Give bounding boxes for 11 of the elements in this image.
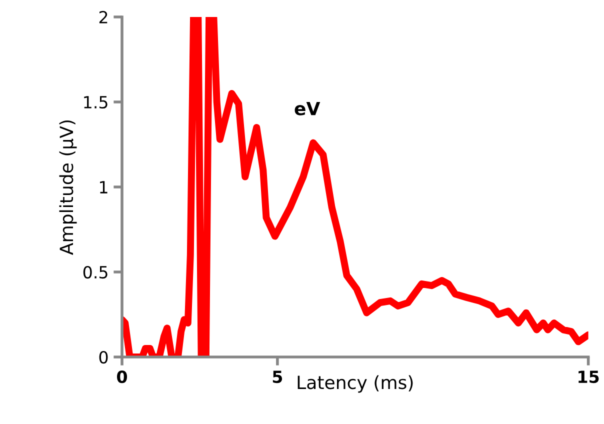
annotation: eV [294, 102, 320, 116]
x-tick-label: 15 [578, 370, 599, 384]
y-tick-label: 1 [100, 181, 108, 194]
y-tick-label: 0 [99, 350, 108, 364]
x-tick-label: 5 [272, 370, 282, 384]
x-axis-title: Latency (ms) [298, 375, 413, 393]
y-axis-title: Amplitude (µV) [59, 120, 77, 255]
y-tick-label: 1.5 [84, 96, 108, 109]
y-tick-label: 0.5 [83, 266, 108, 279]
x-tick-label: 0 [117, 370, 128, 384]
y-tick-label: 2 [99, 10, 108, 24]
